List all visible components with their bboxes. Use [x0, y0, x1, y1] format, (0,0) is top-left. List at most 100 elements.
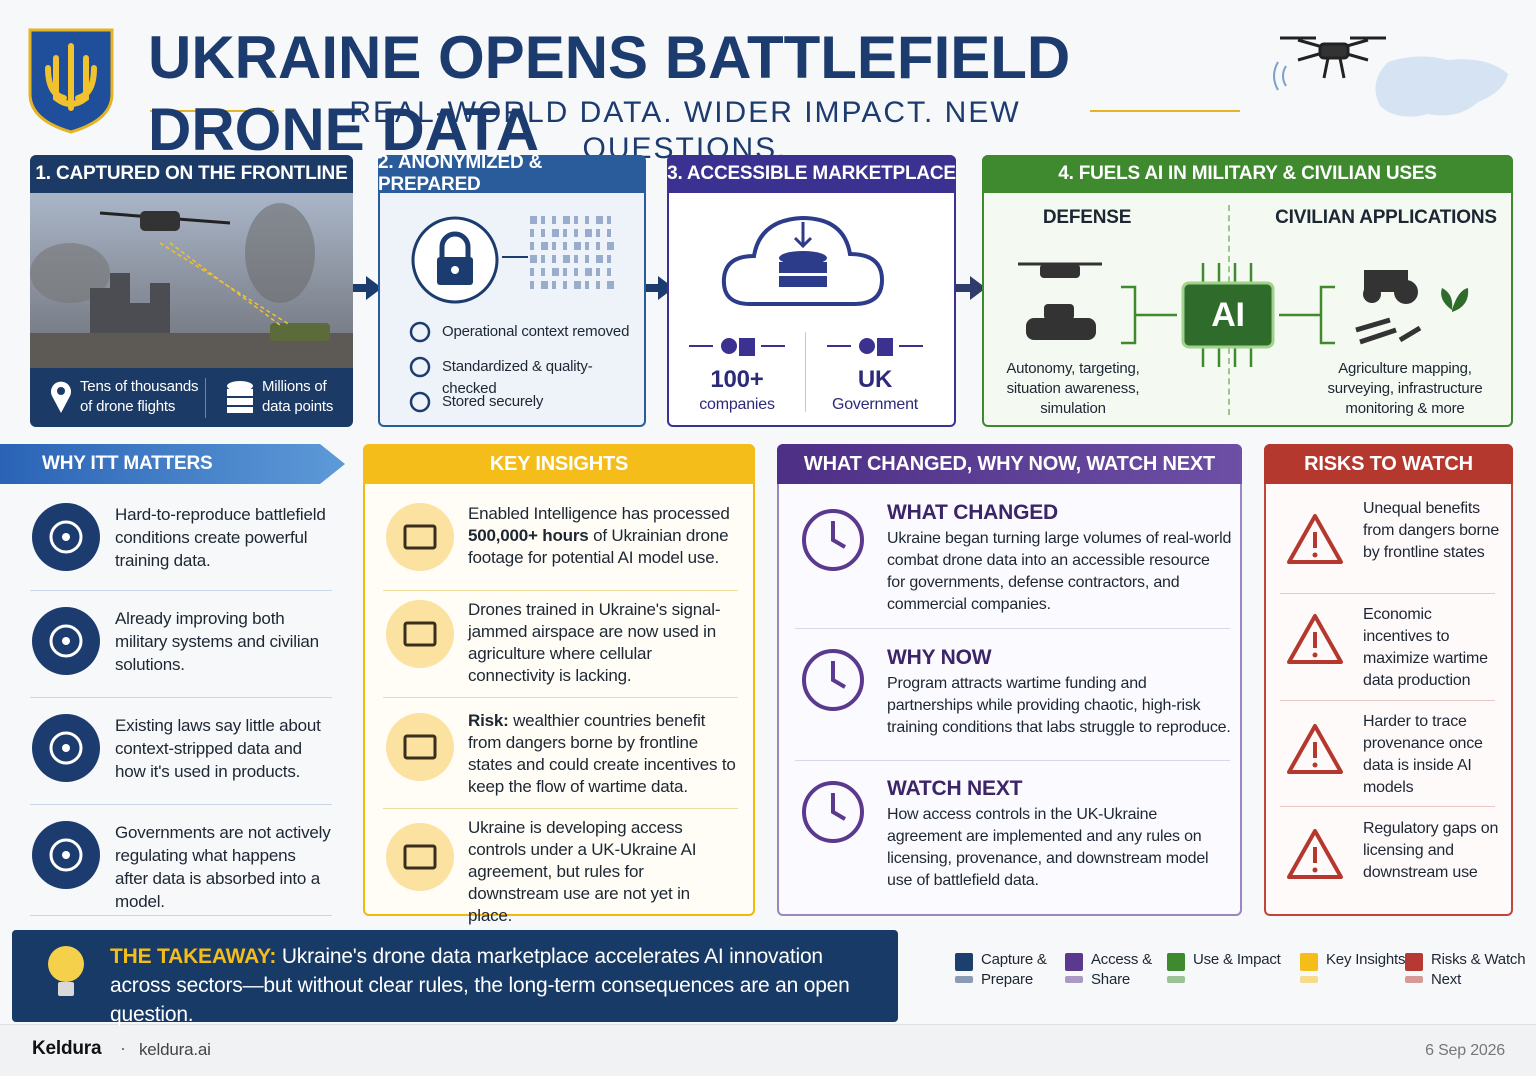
panel-title: 1. CAPTURED ON THE FRONTLINE — [35, 163, 348, 184]
divider — [383, 590, 738, 591]
risk-text: Economic incentives to maximize wartime … — [1363, 606, 1488, 689]
database-icon — [227, 381, 253, 413]
item-icon — [386, 713, 454, 781]
panel-title: 2. ANONYMIZED & PREPARED — [378, 152, 543, 195]
flow-arrow — [342, 276, 382, 300]
item-icon — [409, 391, 431, 413]
column-heading: CIVILIAN APPLICATIONS — [1275, 207, 1497, 228]
insight-highlight: 500,000+ hours — [468, 526, 589, 545]
divider — [1280, 593, 1495, 594]
item-icon — [32, 607, 100, 675]
panel-header — [777, 444, 1242, 484]
stat-icon — [827, 338, 923, 356]
takeaway — [12, 930, 898, 1022]
step-item: Operational context removed — [442, 323, 630, 340]
section-heading: WHY NOW — [887, 646, 992, 669]
insight-highlight: Risk: — [468, 711, 509, 730]
item-icon — [386, 600, 454, 668]
stat-label: companies — [699, 396, 775, 413]
risk-text: Regulatory gaps on licensing and downstr… — [1363, 820, 1499, 881]
legend-label: Access & Share — [1091, 951, 1152, 988]
insight-text-part: Drones trained in Ukraine's signal-jamme… — [468, 600, 721, 685]
footer — [0, 1024, 1536, 1076]
coat-of-arms — [28, 28, 114, 134]
divider — [30, 590, 332, 591]
legend-swatch-bar — [955, 976, 973, 983]
legend-swatch-bar — [1405, 976, 1423, 983]
insight-text: Ukraine is developing access controls un… — [468, 817, 738, 927]
insight-text: Enabled Intelligence has processed 500,0… — [468, 503, 738, 569]
title: UKRAINE OPENS BATTLEFIELD DRONE DATA — [148, 24, 1071, 163]
section-text: Program attracts wartime funding and par… — [887, 675, 1231, 736]
flow-arrow — [946, 276, 986, 300]
legend-label: Key Insights — [1326, 951, 1406, 968]
section-icon — [802, 649, 864, 711]
step-item: Standardized & quality-checked — [442, 358, 593, 397]
takeaway-text: THE TAKEAWAY: Ukraine's drone data marke… — [110, 942, 870, 1029]
legend-swatch — [1300, 953, 1318, 971]
stat-label: Government — [831, 396, 919, 413]
stat: Tens of thousands of drone flights — [80, 378, 199, 415]
flow-arrow — [634, 276, 674, 300]
divider — [383, 808, 738, 809]
item-icon — [409, 321, 431, 343]
panel-title: RISKS TO WATCH — [1304, 452, 1473, 475]
divider — [383, 697, 738, 698]
column-text: Autonomy, targeting, situation awareness… — [1006, 360, 1140, 417]
risk-icon — [1287, 829, 1343, 879]
rule — [150, 110, 274, 112]
panel-header — [982, 155, 1513, 193]
divider — [30, 697, 332, 698]
chip-icon — [1121, 263, 1335, 367]
civilian-icons — [1355, 270, 1469, 346]
item-text: Already improving both military systems … — [115, 609, 319, 674]
item-icon — [32, 821, 100, 889]
section-icon — [802, 781, 864, 843]
item-icon — [386, 823, 454, 891]
divider — [795, 628, 1230, 629]
divider — [795, 760, 1230, 761]
item-text: Hard-to-reproduce battlefield conditions… — [115, 505, 326, 570]
section-text: How access controls in the UK-Ukraine ag… — [887, 806, 1209, 889]
panel-prepare — [378, 155, 646, 427]
location-icon — [51, 381, 71, 413]
panel-header — [378, 155, 646, 193]
panel-header — [363, 444, 755, 484]
risk-icon — [1287, 724, 1343, 774]
legend-label: Use & Impact — [1193, 951, 1281, 968]
section-text: Ukraine began turning large volumes of r… — [887, 530, 1232, 613]
takeaway-label: THE TAKEAWAY: — [110, 945, 277, 968]
drone-map-art — [1273, 36, 1508, 117]
divider — [30, 915, 332, 916]
rule — [1090, 110, 1240, 112]
cloud-icon — [721, 215, 885, 306]
item-icon — [409, 356, 431, 378]
panel-title: 4. FUELS AI IN MILITARY & CIVILIAN USES — [1058, 163, 1437, 184]
divider — [205, 378, 206, 418]
risk-icon — [1287, 614, 1343, 664]
insight-text-part: Ukraine is developing access controls un… — [468, 818, 697, 925]
battlefield-scene — [30, 193, 353, 368]
item-text: Governments are not actively regulating … — [115, 823, 331, 911]
insight-text-part: Enabled Intelligence has processed — [468, 504, 730, 523]
legend-swatch — [1065, 953, 1083, 971]
section-heading: WHAT CHANGED — [887, 501, 1059, 524]
item-icon — [32, 503, 100, 571]
legend-label: Risks & Watch Next — [1431, 951, 1526, 988]
bulb-icon — [48, 946, 84, 996]
legend-swatch-bar — [1167, 976, 1185, 983]
divider — [805, 332, 806, 412]
column-text: Agriculture mapping, surveying, infrastr… — [1327, 360, 1483, 417]
panel-risks — [1264, 444, 1513, 916]
stat-value: 100+ — [710, 366, 764, 393]
divider — [1280, 806, 1495, 807]
section-icon — [802, 509, 864, 571]
risk-text: Unequal benefits from dangers borne by f… — [1363, 500, 1500, 561]
takeaway-body: Ukraine's drone data marketplace acceler… — [110, 945, 850, 1026]
legend-swatch-bar — [1065, 976, 1083, 983]
footer-brand: Keldura — [32, 1038, 102, 1059]
panel-header — [667, 155, 956, 193]
legend-swatch — [1405, 953, 1423, 971]
insight-text: Drones trained in Ukraine's signal-jamme… — [468, 599, 738, 687]
